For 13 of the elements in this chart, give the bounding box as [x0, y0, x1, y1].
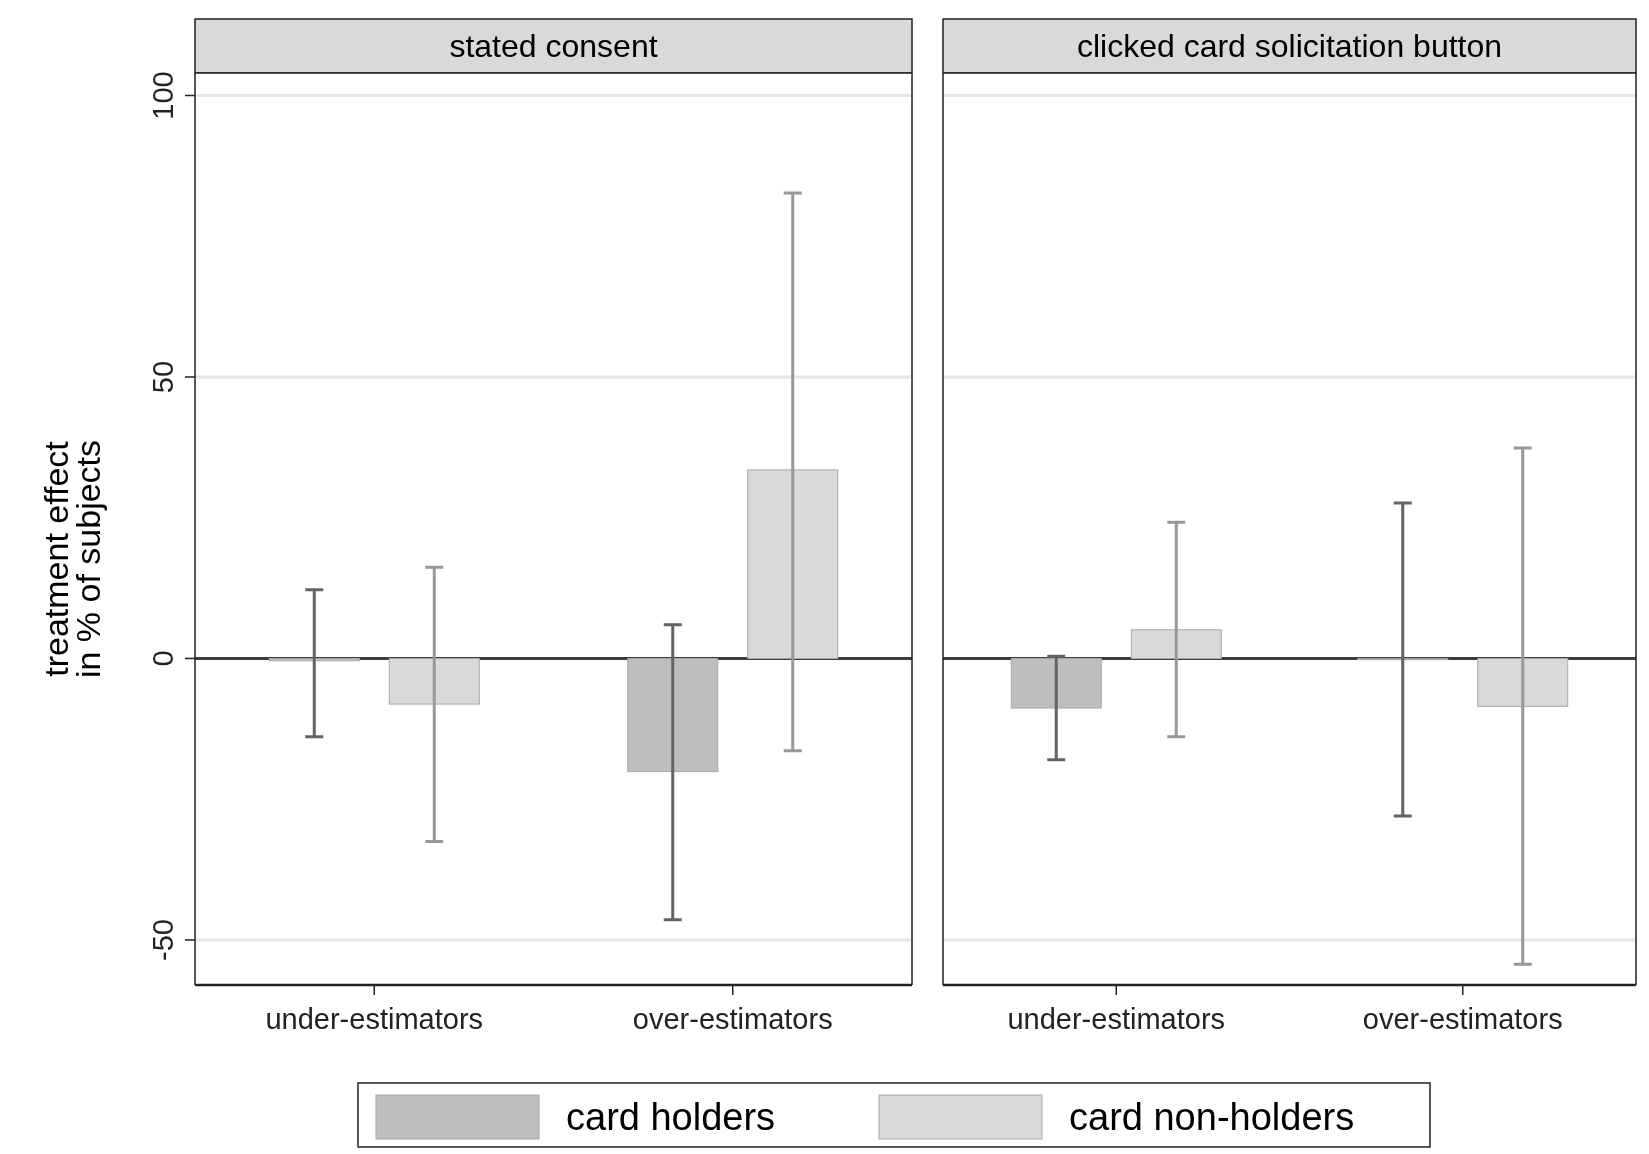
y-axis-title: treatment effect in % of subjects [37, 439, 107, 679]
y-tick-label: 100 [147, 71, 179, 120]
x-tick-label: under-estimators [1007, 1003, 1226, 1035]
legend-label: card holders [566, 1096, 776, 1138]
chart-title: stated consent [449, 28, 658, 64]
x-tick-label: over-estimators [632, 1003, 833, 1035]
chart-title: clicked card solicitation button [1076, 28, 1503, 64]
legend-label: card non-holders [1069, 1096, 1355, 1138]
y-tick-label: 0 [147, 650, 179, 667]
x-tick-label: over-estimators [1362, 1003, 1563, 1035]
x-tick-label: under-estimators [265, 1003, 484, 1035]
y-tick-label: -50 [147, 919, 179, 961]
y-tick-label: 50 [147, 360, 179, 394]
